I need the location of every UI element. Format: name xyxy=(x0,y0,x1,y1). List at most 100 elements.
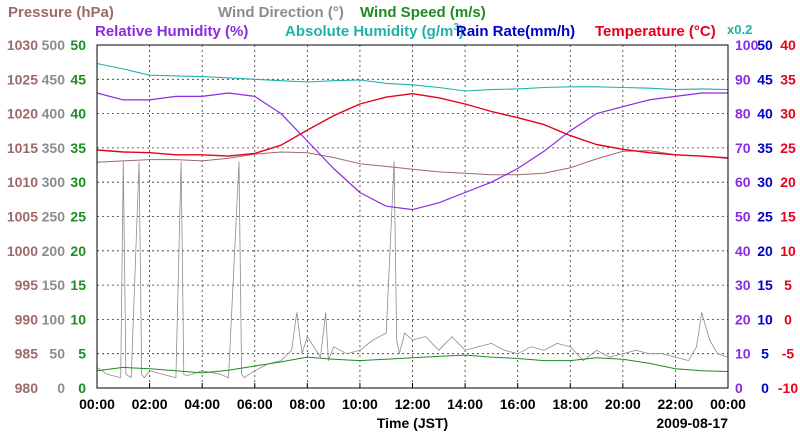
legend-entry: Temperature (°C) xyxy=(595,23,716,40)
y-tick-label-left: 150 xyxy=(42,277,66,293)
y-tick-label-left: 30 xyxy=(70,174,86,190)
y-tick-label-right: 80 xyxy=(735,106,751,122)
x-tick-label: 10:00 xyxy=(342,396,378,412)
y-tick-label-right: 30 xyxy=(757,174,773,190)
y-tick-label-left: 400 xyxy=(42,106,66,122)
y-tick-label-right: 10 xyxy=(780,243,796,259)
y-tick-label-right: 25 xyxy=(757,209,773,225)
y-tick-label-right: 100 xyxy=(735,37,759,53)
y-tick-label-left: 45 xyxy=(70,71,86,87)
series-layer xyxy=(96,62,729,379)
legend-entry: Rain Rate(mm/h) xyxy=(456,23,575,40)
x-tick-label: 12:00 xyxy=(395,396,431,412)
legend-layer: Pressure (hPa) Wind Direction (°) Wind Spe… xyxy=(8,4,752,40)
y-tick-label-right: 40 xyxy=(757,106,773,122)
x-tick-label: 22:00 xyxy=(658,396,694,412)
y-tick-label-left: 450 xyxy=(42,71,66,87)
x-tick-label: 02:00 xyxy=(132,396,168,412)
y-tick-label-right: 5 xyxy=(784,277,792,293)
y-tick-label-left: 1005 xyxy=(7,209,38,225)
y-tick-label-right: 15 xyxy=(780,209,796,225)
y-tick-label-left: 995 xyxy=(15,277,39,293)
y-tick-label-left: 35 xyxy=(70,140,86,156)
y-tick-label-right: 35 xyxy=(757,140,773,156)
y-tick-label-right: 50 xyxy=(757,37,773,53)
y-tick-label-left: 40 xyxy=(70,106,86,122)
legend-multiplier: x0.2 xyxy=(727,22,752,37)
y-tick-label-left: 100 xyxy=(42,311,66,327)
y-tick-label-left: 990 xyxy=(15,311,39,327)
y-tick-label-right: 90 xyxy=(735,71,751,87)
legend-entry: Relative Humidity (%) xyxy=(95,23,248,40)
x-tick-label: 08:00 xyxy=(289,396,325,412)
y-tick-label-left: 25 xyxy=(70,209,86,225)
y-tick-label-left: 980 xyxy=(15,380,39,396)
y-tick-label-left: 0 xyxy=(78,380,86,396)
y-tick-label-left: 50 xyxy=(70,37,86,53)
legend-entry: Wind Speed (m/s) xyxy=(360,4,486,21)
y-tick-label-left: 350 xyxy=(42,140,66,156)
x-tick-label: 14:00 xyxy=(447,396,483,412)
y-tick-label-right: 0 xyxy=(761,380,769,396)
y-tick-label-right: 40 xyxy=(735,243,751,259)
y-tick-label-left: 50 xyxy=(49,346,65,362)
y-tick-label-right: 15 xyxy=(757,277,773,293)
series-line xyxy=(96,92,729,159)
series-line xyxy=(96,92,728,211)
y-tick-label-right: 20 xyxy=(780,174,796,190)
y-tick-label-left: 200 xyxy=(42,243,66,259)
series-line xyxy=(96,150,729,176)
y-tick-label-left: 10 xyxy=(70,311,86,327)
y-tick-label-left: 15 xyxy=(70,277,86,293)
series-line xyxy=(96,354,729,374)
y-tick-label-right: 10 xyxy=(735,346,751,362)
y-tick-label-right: 70 xyxy=(735,140,751,156)
legend-entry: Absolute Humidity (g/m3) xyxy=(285,22,464,40)
y-tick-label-left: 1000 xyxy=(7,243,38,259)
series-line xyxy=(96,161,729,379)
x-tick-label: 00:00 xyxy=(710,396,746,412)
y-tick-label-right: 40 xyxy=(780,37,796,53)
x-tick-label: 20:00 xyxy=(605,396,641,412)
x-tick-label: 00:00 xyxy=(79,396,115,412)
y-tick-label-right: -10 xyxy=(778,380,798,396)
y-tick-label-right: 20 xyxy=(735,311,751,327)
y-tick-label-right: 50 xyxy=(735,209,751,225)
y-tick-label-right: 35 xyxy=(780,71,796,87)
y-tick-label-right: 45 xyxy=(757,71,773,87)
legend-entry: Pressure (hPa) xyxy=(8,4,114,21)
y-tick-label-left: 0 xyxy=(57,380,65,396)
y-tick-label-left: 985 xyxy=(15,346,39,362)
y-tick-label-right: 10 xyxy=(757,311,773,327)
x-tick-label: 04:00 xyxy=(184,396,220,412)
axis-layer: 1030102510201015101010051000995990985980… xyxy=(7,37,798,431)
y-tick-label-left: 5 xyxy=(78,346,86,362)
y-tick-label-left: 500 xyxy=(42,37,66,53)
y-tick-label-left: 1025 xyxy=(7,71,38,87)
y-tick-label-left: 1010 xyxy=(7,174,38,190)
x-tick-label: 16:00 xyxy=(500,396,536,412)
y-tick-label-left: 20 xyxy=(70,243,86,259)
y-tick-label-left: 250 xyxy=(42,209,66,225)
x-tick-label: 18:00 xyxy=(552,396,588,412)
y-tick-label-left: 1030 xyxy=(7,37,38,53)
y-tick-label-left: 1020 xyxy=(7,106,38,122)
x-axis-label: Time (JST) xyxy=(377,415,448,431)
y-tick-label-left: 300 xyxy=(42,174,66,190)
x-tick-label: 06:00 xyxy=(237,396,273,412)
series-line xyxy=(96,62,729,92)
y-tick-label-right: 25 xyxy=(780,140,796,156)
y-tick-label-right: 5 xyxy=(761,346,769,362)
y-tick-label-right: 30 xyxy=(780,106,796,122)
y-tick-label-left: 1015 xyxy=(7,140,38,156)
y-tick-label-right: 30 xyxy=(735,277,751,293)
y-tick-label-right: 0 xyxy=(735,380,743,396)
date-label: 2009-08-17 xyxy=(656,415,728,431)
grid-layer xyxy=(97,45,728,388)
y-tick-label-right: 0 xyxy=(784,311,792,327)
legend-entry: Wind Direction (°) xyxy=(218,4,344,21)
y-tick-label-right: 60 xyxy=(735,174,751,190)
y-tick-label-right: -5 xyxy=(782,346,795,362)
